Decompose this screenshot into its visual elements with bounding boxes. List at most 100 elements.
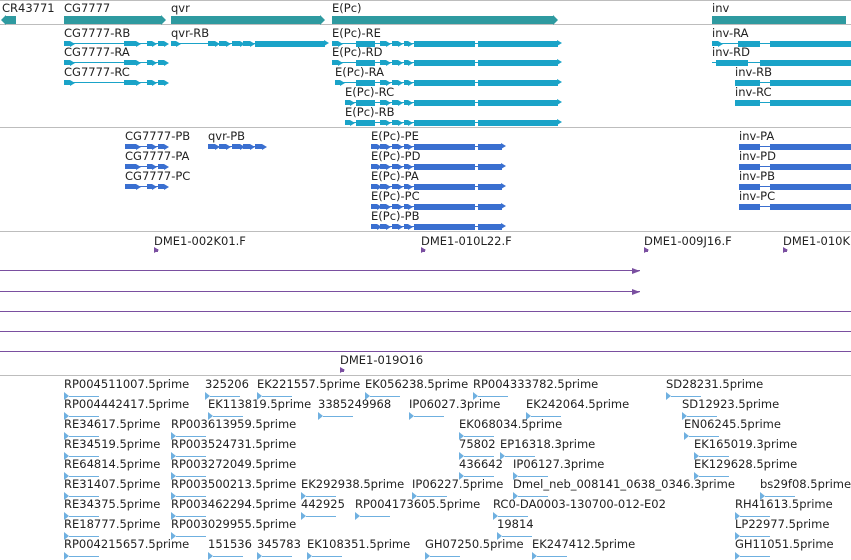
transcript-exon-block[interactable] <box>147 41 152 46</box>
protein-exon-block[interactable] <box>147 144 152 149</box>
transcript-label[interactable]: E(Pc)-RB <box>345 105 395 119</box>
transcript-exon-block[interactable] <box>332 41 338 46</box>
protein-exon-block[interactable] <box>147 184 152 189</box>
transcript-exon-block[interactable] <box>414 59 475 66</box>
protein-exon-block[interactable] <box>414 203 475 210</box>
est-label[interactable]: RP004511007.5prime <box>64 377 190 391</box>
transcript-exon-block[interactable] <box>738 40 760 47</box>
protein-exon-block[interactable] <box>125 184 136 189</box>
transcript-label[interactable]: E(Pc)-RD <box>332 45 383 59</box>
est-label[interactable]: RE34617.5prime <box>64 417 161 431</box>
transcript-exon-block[interactable] <box>380 60 386 65</box>
protein-label[interactable]: E(Pc)-PA <box>371 169 419 183</box>
transcript-exon-block[interactable] <box>478 59 558 66</box>
protein-exon-block[interactable] <box>125 164 136 169</box>
protein-exon-block[interactable] <box>414 143 475 150</box>
transcript-exon-block[interactable] <box>208 41 215 46</box>
transcript-exon-block[interactable] <box>478 119 558 126</box>
est-label[interactable]: RP003462294.5prime <box>171 497 297 511</box>
clone-marker-bar[interactable] <box>783 249 787 252</box>
transcript-label[interactable]: CG7777-RC <box>64 65 130 79</box>
est-label[interactable]: RE31407.5prime <box>64 477 161 491</box>
protein-exon-block[interactable] <box>371 164 377 169</box>
protein-exon-block[interactable] <box>392 164 398 169</box>
protein-exon-block[interactable] <box>147 164 152 169</box>
transcript-exon-block[interactable] <box>380 41 386 46</box>
transcript-exon-block[interactable] <box>392 100 398 105</box>
est-label[interactable]: RE18777.5prime <box>64 517 161 531</box>
protein-exon-block[interactable] <box>478 143 502 150</box>
transcript-exon-block[interactable] <box>414 119 475 126</box>
est-label[interactable]: RE64814.5prime <box>64 457 161 471</box>
gene-label[interactable]: E(Pc) <box>332 1 362 15</box>
transcript-exon-block[interactable] <box>392 120 398 125</box>
transcript-label[interactable]: inv-RA <box>712 26 749 40</box>
transcript-exon-block[interactable] <box>716 59 748 66</box>
transcript-exon-block[interactable] <box>335 80 340 85</box>
est-label[interactable]: GH11051.5prime <box>735 537 834 551</box>
est-label[interactable]: RC0-DA0003-130700-012-E02 <box>493 497 666 511</box>
protein-exon-block[interactable] <box>371 204 377 209</box>
transcript-exon-block[interactable] <box>64 60 70 65</box>
est-label[interactable]: IP06027.3prime <box>409 397 501 411</box>
protein-exon-block[interactable] <box>404 144 408 149</box>
protein-exon-block[interactable] <box>404 224 408 229</box>
transcript-exon-block[interactable] <box>414 99 475 106</box>
protein-exon-block[interactable] <box>208 144 215 149</box>
est-label[interactable]: SD12923.5prime <box>682 397 780 411</box>
est-label[interactable]: EK129628.5prime <box>694 457 798 471</box>
transcript-label[interactable]: E(Pc)-RC <box>345 85 395 99</box>
gene-bar[interactable] <box>712 16 846 24</box>
protein-exon-block[interactable] <box>243 144 250 149</box>
transcript-label[interactable]: inv-RC <box>735 85 772 99</box>
protein-exon-block[interactable] <box>392 224 398 229</box>
transcript-exon-block[interactable] <box>124 60 136 65</box>
protein-label[interactable]: CG7777-PA <box>125 149 190 163</box>
transcript-exon-block[interactable] <box>414 40 475 47</box>
transcript-exon-block[interactable] <box>380 80 386 85</box>
est-label[interactable]: IP06127.3prime <box>513 457 605 471</box>
protein-exon-block[interactable] <box>478 183 502 190</box>
protein-exon-block[interactable] <box>158 164 164 169</box>
transcript-exon-block[interactable] <box>392 60 398 65</box>
est-label[interactable]: GH07250.5prime <box>425 537 524 551</box>
protein-exon-block[interactable] <box>404 164 408 169</box>
est-label[interactable]: 75802 <box>459 437 496 451</box>
protein-exon-block[interactable] <box>232 144 240 149</box>
gene-label[interactable]: CG7777 <box>64 1 111 15</box>
est-label[interactable]: EK292938.5prime <box>301 477 405 491</box>
est-label[interactable]: bs29f08.5prime <box>760 477 851 491</box>
protein-exon-block[interactable] <box>125 144 136 149</box>
transcript-exon-block[interactable] <box>64 80 70 85</box>
est-label[interactable]: 442925 <box>301 497 345 511</box>
transcript-exon-block[interactable] <box>356 59 375 66</box>
transcript-exon-block[interactable] <box>171 41 176 46</box>
est-label[interactable]: RP003029955.5prime <box>171 517 297 531</box>
transcript-exon-block[interactable] <box>147 60 152 65</box>
protein-exon-block[interactable] <box>404 204 408 209</box>
est-label[interactable]: RP004173605.5prime <box>355 497 481 511</box>
transcript-exon-block[interactable] <box>332 60 338 65</box>
protein-exon-block[interactable] <box>371 224 377 229</box>
protein-exon-block[interactable] <box>770 163 851 170</box>
protein-exon-block[interactable] <box>392 144 398 149</box>
transcript-exon-block[interactable] <box>770 40 851 47</box>
clone-label[interactable]: DME1-010K <box>783 234 851 248</box>
est-label[interactable]: 436642 <box>459 457 503 471</box>
transcript-label[interactable]: inv-RD <box>712 45 750 59</box>
est-label[interactable]: EK113819.5prime <box>208 397 312 411</box>
protein-exon-block[interactable] <box>739 143 760 150</box>
protein-label[interactable]: qvr-PB <box>208 129 246 143</box>
gene-label[interactable]: qvr <box>171 1 190 15</box>
protein-exon-block[interactable] <box>392 204 398 209</box>
est-label[interactable]: EK056238.5prime <box>365 377 469 391</box>
transcript-exon-block[interactable] <box>356 40 375 47</box>
protein-exon-block[interactable] <box>380 144 386 149</box>
clone-label[interactable]: DME1-002K01.F <box>154 234 246 248</box>
est-label[interactable]: IP06227.5prime <box>412 477 504 491</box>
clone-marker-bar[interactable] <box>421 249 425 252</box>
transcript-exon-block[interactable] <box>770 99 851 106</box>
protein-exon-block[interactable] <box>380 184 386 189</box>
protein-exon-block[interactable] <box>404 184 408 189</box>
protein-exon-block[interactable] <box>414 183 475 190</box>
